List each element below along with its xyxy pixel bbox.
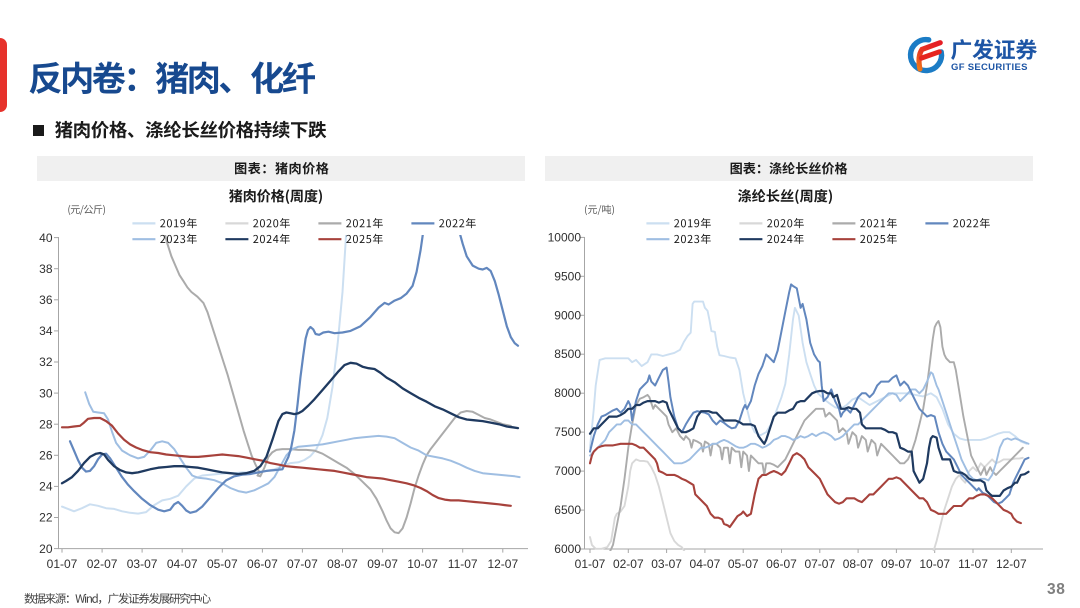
svg-text:9000: 9000	[554, 308, 581, 322]
svg-text:30: 30	[39, 386, 53, 400]
svg-text:01-07: 01-07	[575, 557, 606, 571]
svg-text:9500: 9500	[554, 269, 581, 283]
svg-text:11-07: 11-07	[958, 557, 988, 571]
svg-text:10-07: 10-07	[919, 557, 950, 571]
svg-text:10000: 10000	[548, 230, 582, 244]
svg-text:03-07: 03-07	[127, 557, 158, 571]
svg-text:03-07: 03-07	[651, 557, 682, 571]
svg-text:34: 34	[39, 324, 53, 338]
svg-text:08-07: 08-07	[327, 557, 358, 571]
svg-text:04-07: 04-07	[167, 557, 198, 571]
svg-text:6000: 6000	[554, 542, 581, 556]
svg-text:08-07: 08-07	[843, 557, 874, 571]
svg-text:GF SECURITIES: GF SECURITIES	[951, 62, 1028, 73]
svg-text:05-07: 05-07	[728, 557, 759, 571]
svg-text:09-07: 09-07	[881, 557, 912, 571]
svg-text:7000: 7000	[554, 464, 581, 478]
svg-text:12-07: 12-07	[487, 557, 518, 571]
svg-text:02-07: 02-07	[613, 557, 644, 571]
svg-text:8000: 8000	[554, 386, 581, 400]
svg-text:01-07: 01-07	[47, 557, 78, 571]
svg-text:28: 28	[39, 417, 53, 431]
svg-text:06-07: 06-07	[247, 557, 278, 571]
svg-text:32: 32	[39, 355, 53, 369]
svg-text:02-07: 02-07	[87, 557, 118, 571]
svg-text:26: 26	[39, 449, 53, 463]
svg-text:22: 22	[39, 511, 53, 525]
svg-text:10-07: 10-07	[407, 557, 438, 571]
svg-text:11-07: 11-07	[448, 557, 478, 571]
svg-text:7500: 7500	[554, 425, 581, 439]
svg-text:07-07: 07-07	[287, 557, 318, 571]
svg-text:24: 24	[39, 480, 53, 494]
svg-text:8500: 8500	[554, 347, 581, 361]
svg-text:36: 36	[39, 293, 53, 307]
svg-text:09-07: 09-07	[367, 557, 398, 571]
svg-text:40: 40	[39, 231, 53, 245]
svg-text:6500: 6500	[554, 503, 581, 517]
svg-text:07-07: 07-07	[804, 557, 835, 571]
svg-text:12-07: 12-07	[996, 557, 1027, 571]
svg-text:38: 38	[1047, 581, 1065, 598]
svg-text:04-07: 04-07	[690, 557, 721, 571]
svg-text:38: 38	[39, 262, 53, 276]
svg-text:06-07: 06-07	[766, 557, 797, 571]
svg-text:20: 20	[39, 542, 53, 556]
svg-text:05-07: 05-07	[207, 557, 238, 571]
